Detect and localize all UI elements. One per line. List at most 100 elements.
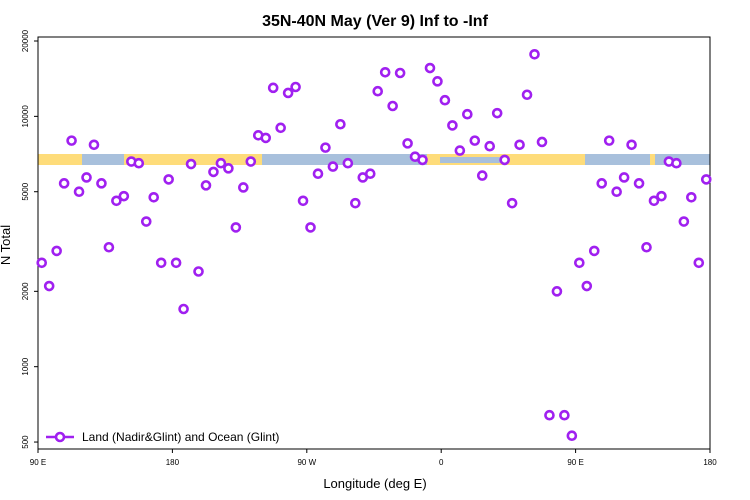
point — [476, 170, 488, 181]
point — [350, 197, 361, 209]
point — [603, 135, 615, 146]
y-tick-label: 5000 — [21, 182, 30, 200]
point — [484, 140, 496, 152]
y-tick-label: 2000 — [21, 282, 30, 300]
point — [66, 135, 77, 146]
point — [469, 135, 481, 146]
x-tick-label: 90 W — [297, 458, 316, 467]
x-tick-label: 90 E — [30, 458, 46, 467]
legend-marker — [54, 431, 66, 443]
point — [163, 174, 174, 185]
point — [656, 190, 667, 202]
point — [506, 197, 518, 209]
y-tick-label: 10000 — [21, 105, 30, 128]
point — [111, 195, 122, 207]
point — [215, 157, 227, 169]
point — [155, 257, 167, 269]
point — [462, 108, 473, 120]
point — [394, 67, 406, 79]
point — [671, 157, 682, 169]
y-tick-label: 20000 — [21, 29, 30, 52]
point — [551, 286, 563, 297]
point — [170, 257, 182, 269]
point — [544, 409, 555, 421]
y-tick-label: 500 — [21, 435, 30, 449]
point — [626, 139, 637, 151]
point — [312, 168, 324, 180]
point — [432, 76, 443, 87]
point — [260, 132, 272, 144]
point — [686, 191, 697, 203]
point — [297, 195, 309, 207]
point — [379, 66, 391, 78]
point — [245, 156, 257, 167]
point — [81, 172, 92, 183]
point — [633, 178, 645, 189]
point — [96, 178, 107, 189]
point — [596, 178, 608, 189]
point — [118, 190, 130, 202]
point — [88, 139, 100, 151]
point — [200, 180, 212, 191]
y-tick-label: 1000 — [21, 357, 30, 375]
point — [439, 94, 451, 106]
point — [267, 82, 279, 94]
x-tick-label: 180 — [703, 458, 717, 467]
point — [140, 216, 152, 227]
point — [320, 142, 331, 153]
point — [133, 157, 145, 169]
x-tick-label: 0 — [439, 458, 444, 467]
x-tick-label: 90 E — [567, 458, 583, 467]
point — [148, 191, 160, 203]
plot-frame — [37, 36, 711, 450]
point — [327, 161, 339, 172]
point — [581, 280, 593, 292]
point — [230, 222, 242, 233]
point — [36, 257, 48, 269]
point — [342, 157, 354, 169]
point — [193, 266, 204, 277]
point — [536, 136, 548, 148]
point — [574, 257, 585, 269]
x-axis-label: Longitude (deg E) — [323, 476, 426, 491]
point — [103, 241, 115, 253]
point — [185, 158, 197, 170]
point — [588, 245, 600, 257]
point — [223, 163, 234, 174]
point — [51, 245, 62, 257]
point — [491, 107, 503, 119]
point — [424, 62, 436, 74]
point — [73, 186, 85, 198]
point — [514, 139, 525, 151]
point — [43, 280, 55, 292]
point — [275, 122, 286, 134]
point — [282, 87, 294, 99]
point — [305, 222, 316, 233]
point — [678, 216, 690, 227]
point — [566, 430, 578, 442]
legend-label: Land (Nadir&Glint) and Ocean (Glint) — [82, 430, 279, 444]
point — [335, 118, 346, 130]
point — [58, 178, 70, 189]
point — [529, 48, 540, 60]
point — [641, 241, 652, 253]
point — [693, 257, 705, 269]
point — [521, 89, 533, 101]
point — [611, 186, 622, 198]
point — [618, 172, 630, 183]
point — [208, 166, 219, 178]
point — [387, 100, 398, 112]
point — [700, 174, 712, 185]
point — [290, 81, 301, 93]
point — [559, 409, 570, 421]
point — [372, 85, 384, 97]
point — [454, 145, 466, 156]
point — [417, 154, 428, 166]
chart-title: 35N-40N May (Ver 9) Inf to -Inf — [262, 13, 488, 30]
y-axis-label: N Total — [0, 225, 13, 265]
point — [238, 182, 249, 193]
point — [402, 138, 413, 149]
point — [364, 168, 376, 180]
point — [178, 303, 189, 315]
